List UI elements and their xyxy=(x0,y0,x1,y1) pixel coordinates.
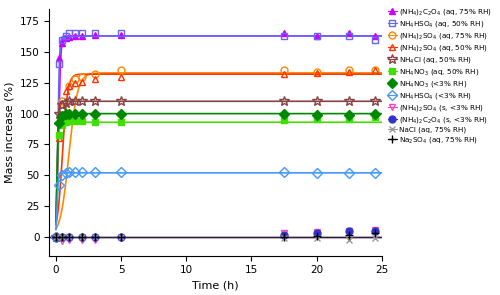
Legend: (NH$_4$)$_2$C$_2$O$_4$ (aq, 75% RH), NH$_4$HSO$_4$ (aq, 50% RH), (NH$_4$)$_2$SO$: (NH$_4$)$_2$C$_2$O$_4$ (aq, 75% RH), NH$… xyxy=(385,4,496,148)
Y-axis label: Mass increase (%): Mass increase (%) xyxy=(4,81,14,183)
X-axis label: Time (h): Time (h) xyxy=(192,281,239,291)
